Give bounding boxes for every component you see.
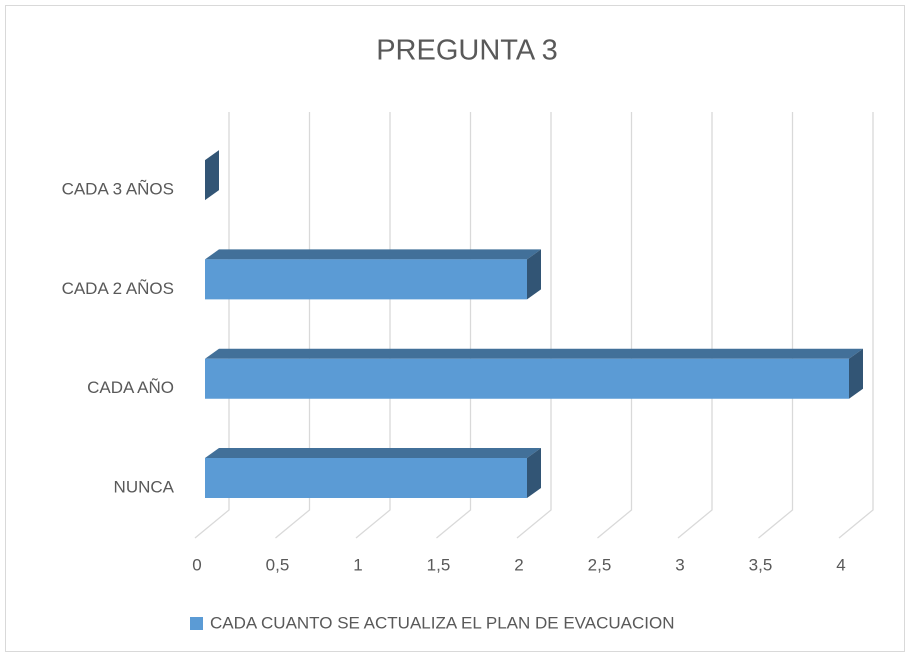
bar — [205, 448, 541, 498]
x-tick-label: 2,5 — [588, 555, 612, 574]
x-tick-label: 0 — [192, 555, 201, 574]
grid-line — [516, 112, 552, 539]
y-tick-label: CADA AÑO — [87, 378, 174, 397]
bar — [205, 348, 863, 399]
y-tick-label: CADA 3 AÑOS — [62, 180, 174, 199]
grid-line — [838, 112, 874, 539]
chart-border — [5, 5, 905, 652]
bar-front — [205, 458, 527, 498]
bar — [205, 150, 219, 201]
chart-title: PREGUNTA 3 — [376, 35, 558, 67]
grid-line — [355, 112, 391, 539]
grid-line — [597, 112, 633, 539]
grid-line — [677, 112, 713, 539]
x-tick-label: 1 — [353, 555, 362, 574]
x-tick-label: 1,5 — [427, 555, 451, 574]
bar — [205, 249, 541, 300]
bar-side — [849, 348, 863, 399]
x-tick-label: 3 — [675, 555, 684, 574]
bar-front — [205, 259, 527, 300]
legend-label: CADA CUANTO SE ACTUALIZA EL PLAN DE EVAC… — [210, 613, 674, 632]
bar-front — [205, 358, 849, 399]
y-tick-label: NUNCA — [114, 477, 175, 496]
grid-line — [758, 112, 794, 539]
grid-line — [194, 112, 230, 539]
grid-line — [436, 112, 472, 539]
bar-side — [527, 448, 541, 498]
bar-side — [205, 150, 219, 201]
bar-top — [205, 249, 541, 260]
legend-swatch — [190, 617, 203, 630]
bar-top — [205, 448, 541, 458]
bar-side — [527, 249, 541, 300]
bar-top — [205, 348, 863, 359]
x-tick-label: 0,5 — [266, 555, 290, 574]
grid-line — [275, 112, 311, 539]
y-tick-label: CADA 2 AÑOS — [62, 279, 174, 298]
x-tick-label: 4 — [836, 555, 845, 574]
x-tick-label: 3,5 — [749, 555, 773, 574]
x-tick-label: 2 — [514, 555, 523, 574]
